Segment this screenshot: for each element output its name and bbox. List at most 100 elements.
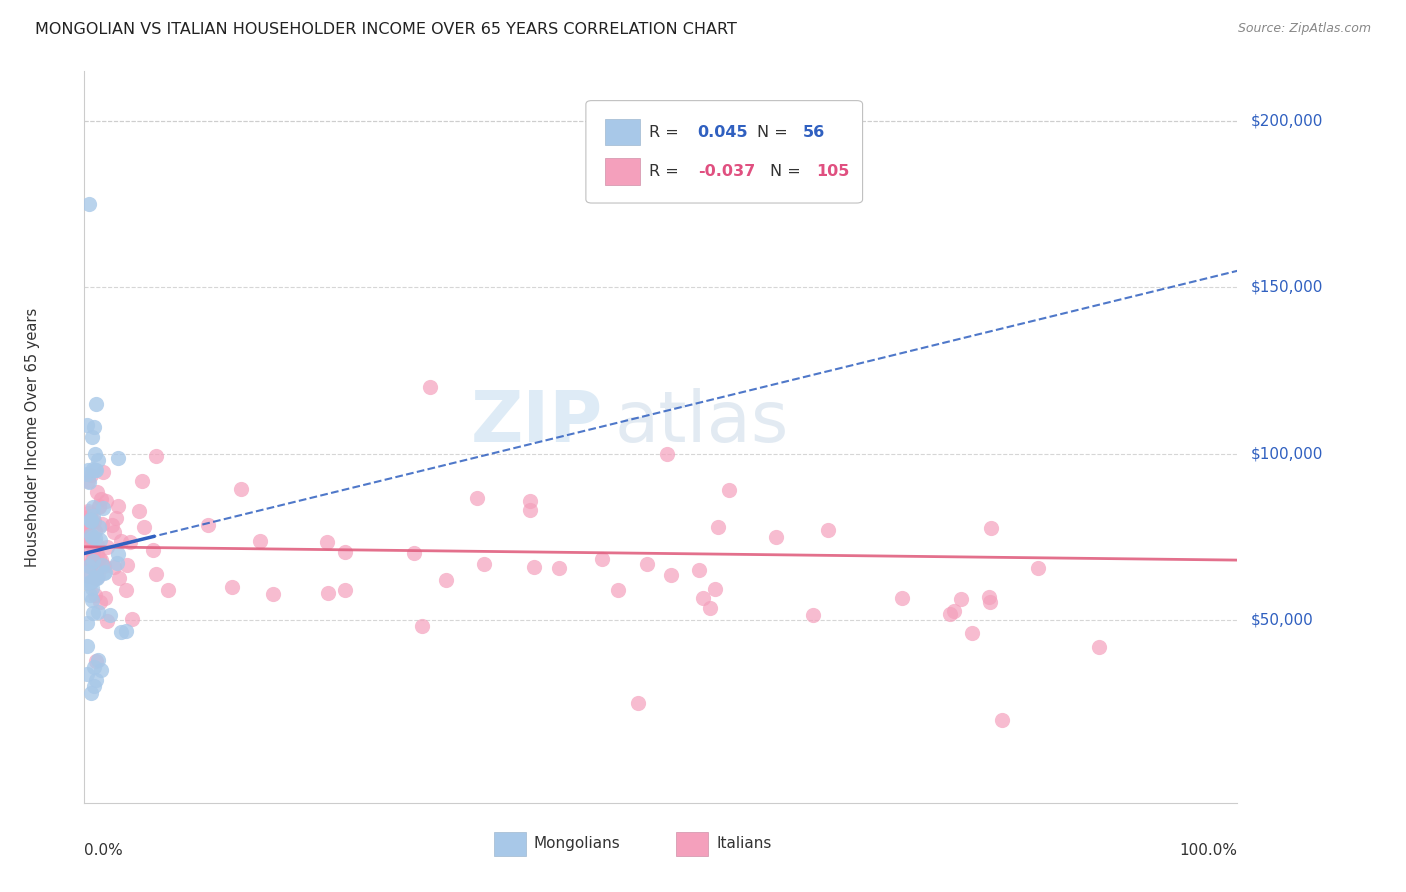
Point xyxy=(94,591,117,605)
Point xyxy=(707,520,730,534)
Point xyxy=(83,420,105,434)
Text: atlas: atlas xyxy=(614,388,789,457)
Point xyxy=(943,604,966,618)
Point xyxy=(84,654,107,668)
Text: R =: R = xyxy=(650,164,685,179)
Point xyxy=(83,447,105,461)
Point xyxy=(98,608,121,623)
Point xyxy=(249,533,271,548)
Point xyxy=(107,571,129,585)
Point xyxy=(76,565,98,579)
Point xyxy=(519,503,541,517)
Point xyxy=(80,513,103,527)
Point xyxy=(229,482,252,496)
Text: 100.0%: 100.0% xyxy=(1180,843,1237,858)
Point xyxy=(101,517,124,532)
Point xyxy=(105,557,128,571)
Point xyxy=(76,506,98,520)
Text: 0.0%: 0.0% xyxy=(84,843,124,858)
Point xyxy=(90,552,112,566)
Point xyxy=(76,527,98,541)
Point xyxy=(949,591,972,606)
Point xyxy=(84,570,107,584)
FancyBboxPatch shape xyxy=(676,832,709,856)
Text: $100,000: $100,000 xyxy=(1251,446,1323,461)
Point xyxy=(86,538,108,552)
Point xyxy=(76,552,98,566)
Point xyxy=(83,659,105,673)
Point xyxy=(977,590,1000,604)
Text: Italians: Italians xyxy=(716,836,772,851)
Point xyxy=(83,680,105,694)
Point xyxy=(77,529,100,543)
Point xyxy=(76,535,98,549)
Point xyxy=(76,504,98,518)
Point xyxy=(87,568,110,582)
Point xyxy=(110,533,132,548)
Point xyxy=(89,520,111,534)
Text: R =: R = xyxy=(650,125,685,139)
Point xyxy=(82,554,104,568)
Point xyxy=(115,624,138,638)
Point xyxy=(94,494,117,508)
Point xyxy=(132,519,155,533)
Point xyxy=(82,509,104,524)
Point xyxy=(80,468,103,483)
Point xyxy=(523,560,546,574)
Point xyxy=(83,572,105,586)
Text: 105: 105 xyxy=(817,164,849,179)
Point xyxy=(83,514,105,528)
Text: ZIP: ZIP xyxy=(471,388,603,457)
Text: -0.037: -0.037 xyxy=(697,164,755,179)
Point xyxy=(87,605,110,619)
FancyBboxPatch shape xyxy=(606,119,640,145)
Point xyxy=(76,667,98,681)
Point xyxy=(77,197,100,211)
Point xyxy=(890,591,912,605)
Point xyxy=(80,575,103,590)
Point xyxy=(1088,640,1111,654)
Point xyxy=(980,521,1002,535)
Point xyxy=(145,449,167,463)
Point xyxy=(77,463,100,477)
Point xyxy=(83,588,105,602)
Point xyxy=(76,518,98,533)
Point xyxy=(801,608,824,623)
Point xyxy=(86,571,108,585)
Point xyxy=(82,430,104,444)
Point xyxy=(817,523,839,537)
Point xyxy=(79,513,101,527)
Point xyxy=(87,653,110,667)
Point xyxy=(77,475,100,490)
Point xyxy=(91,558,114,572)
Point xyxy=(80,530,103,544)
Text: N =: N = xyxy=(756,125,793,139)
Point xyxy=(93,566,115,580)
Point xyxy=(93,565,115,579)
Point xyxy=(80,582,103,596)
Point xyxy=(316,535,339,549)
Point xyxy=(76,558,98,573)
Point xyxy=(316,586,339,600)
Point xyxy=(76,615,98,630)
Point xyxy=(636,558,658,572)
Point xyxy=(89,595,111,609)
Point xyxy=(76,475,98,489)
Point xyxy=(118,535,141,549)
Point xyxy=(765,530,787,544)
Point xyxy=(938,607,960,621)
Point xyxy=(104,510,127,524)
Point xyxy=(335,545,357,559)
Text: $150,000: $150,000 xyxy=(1251,280,1323,295)
Point xyxy=(96,614,118,628)
Point xyxy=(83,524,105,539)
Point xyxy=(76,517,98,532)
FancyBboxPatch shape xyxy=(586,101,863,203)
Point xyxy=(1026,561,1049,575)
Text: Householder Income Over 65 years: Householder Income Over 65 years xyxy=(25,308,39,566)
Point xyxy=(156,582,179,597)
Point xyxy=(131,474,153,488)
Point xyxy=(221,581,243,595)
Point xyxy=(659,568,682,582)
Text: 0.045: 0.045 xyxy=(697,125,748,139)
